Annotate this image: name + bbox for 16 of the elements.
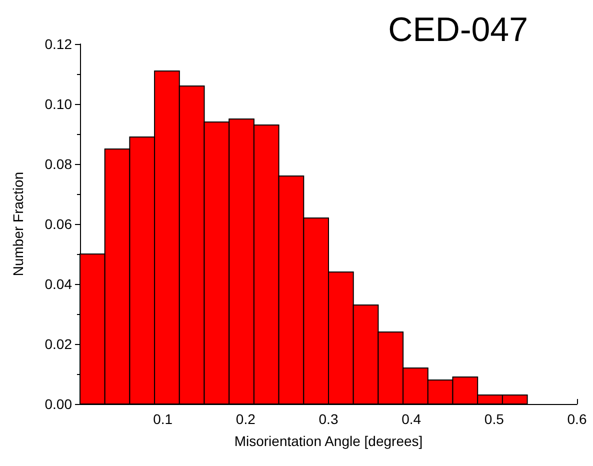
chart-title: CED-047 [388, 11, 528, 49]
y-tick-label: 0.12 [44, 36, 72, 52]
y-tick-label: 0.04 [44, 276, 72, 292]
x-tick-label: 0.5 [484, 411, 504, 427]
x-tick-label: 0.2 [236, 411, 256, 427]
y-tick-label: 0.00 [44, 396, 72, 412]
y-tick-label: 0.06 [44, 216, 72, 232]
y-axis-title: Number Fraction [10, 172, 26, 276]
x-tick-label: 0.4 [402, 411, 422, 427]
y-tick-label: 0.08 [44, 156, 72, 172]
y-tick-label: 0.10 [44, 96, 72, 112]
y-tick-label: 0.02 [44, 336, 72, 352]
x-tick-label: 0.3 [318, 411, 338, 427]
x-tick-label: 0.6 [567, 411, 587, 427]
x-axis-title: Misorientation Angle [degrees] [234, 433, 423, 449]
x-tick-label: 0.1 [153, 411, 173, 427]
